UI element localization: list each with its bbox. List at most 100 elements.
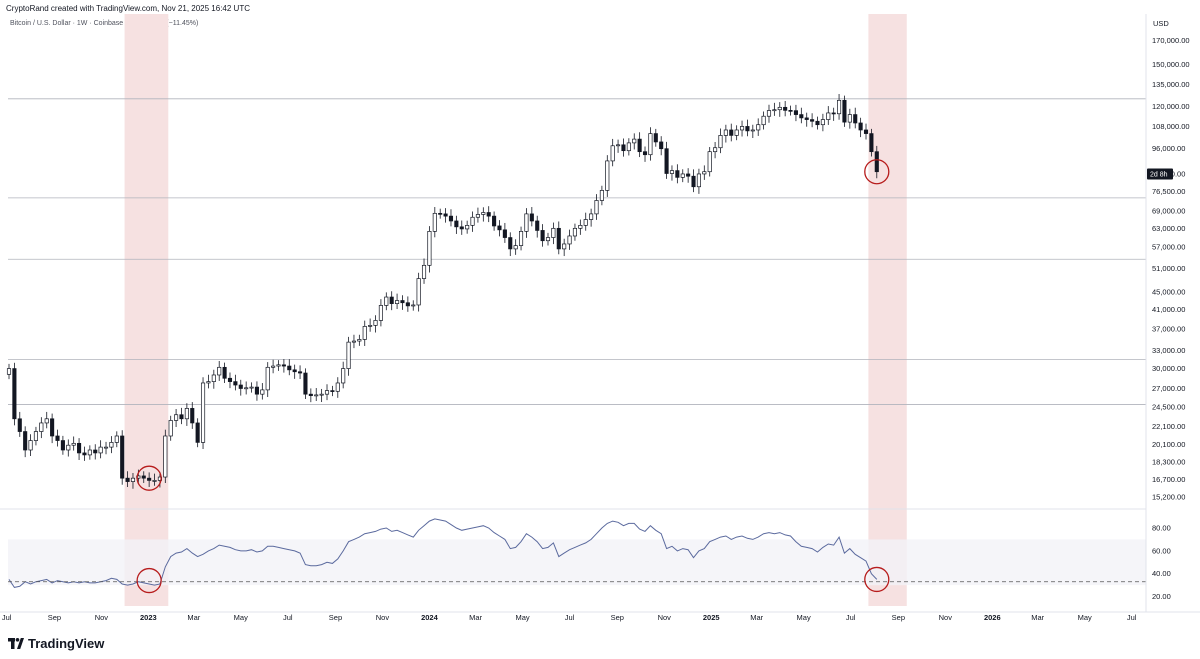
candle-body	[470, 216, 475, 226]
candle	[200, 377, 206, 449]
candle	[518, 226, 524, 251]
candle	[777, 102, 782, 117]
candle	[502, 222, 507, 243]
candle-body	[330, 390, 335, 392]
candle	[599, 185, 604, 206]
candle-body	[831, 112, 836, 115]
candle	[535, 215, 540, 238]
candle-body	[120, 435, 125, 479]
candle-body	[227, 377, 233, 382]
highlight-zone-0	[124, 14, 169, 606]
candle	[238, 379, 243, 396]
candle-body	[486, 212, 491, 217]
time-tick-label: Jul	[565, 613, 575, 622]
candle	[686, 168, 691, 183]
candle	[281, 359, 286, 373]
candle-body	[211, 374, 216, 382]
time-tick-label: Jul	[283, 613, 293, 622]
candle	[335, 377, 340, 398]
candle	[254, 381, 259, 401]
countdown-badge	[1147, 168, 1173, 180]
candle	[842, 95, 847, 127]
candle-body	[475, 214, 480, 218]
candle-body	[842, 99, 847, 123]
candle	[66, 439, 71, 457]
candle	[346, 336, 351, 376]
footer-brand-text: TradingView	[28, 636, 105, 651]
candle	[152, 473, 157, 486]
candle	[529, 207, 534, 227]
highlight-zones	[124, 14, 907, 606]
candle-body	[109, 442, 114, 448]
circle-marker-0	[136, 465, 162, 491]
candle-body	[648, 133, 653, 156]
candle	[6, 363, 12, 380]
candle	[120, 430, 125, 485]
candle-body	[206, 381, 211, 384]
price-tick-label: 57,000.00	[1152, 243, 1185, 252]
time-tick-label: Mar	[187, 613, 200, 622]
candle-body	[265, 366, 270, 391]
candle	[147, 472, 152, 487]
candle-body	[605, 160, 610, 191]
candle	[60, 435, 65, 455]
candle	[804, 112, 809, 127]
time-tick-label: May	[1078, 613, 1092, 622]
candle-body	[465, 225, 470, 230]
candle	[691, 169, 696, 193]
candle	[249, 382, 254, 393]
candle	[626, 138, 631, 156]
candle-body	[734, 129, 739, 136]
candle	[303, 368, 308, 399]
candle-body	[238, 384, 243, 389]
candle	[723, 124, 728, 143]
candle-body	[244, 387, 249, 390]
candle	[481, 207, 486, 222]
candle	[572, 223, 578, 241]
candle-body	[756, 124, 761, 131]
candle	[718, 128, 723, 154]
candle-body	[389, 296, 394, 304]
candle	[729, 123, 734, 142]
time-tick-label: Jul	[846, 613, 856, 622]
candle	[826, 106, 831, 125]
candle-body	[427, 231, 432, 266]
price-tick-label: 22,100.00	[1152, 422, 1185, 431]
candle-body	[98, 446, 103, 454]
candle-body	[594, 200, 599, 215]
candle	[653, 128, 658, 147]
candle	[163, 429, 168, 484]
candle	[497, 220, 502, 237]
candle	[605, 155, 610, 197]
time-tick-label: 2024	[421, 613, 439, 622]
candle-body	[384, 296, 389, 306]
candle	[583, 212, 588, 231]
candle	[443, 208, 448, 223]
time-tick-label: Sep	[48, 613, 61, 622]
candle-body	[556, 227, 561, 250]
candle-body	[443, 213, 448, 217]
candle-body	[421, 264, 427, 279]
candle	[233, 374, 238, 391]
candle-body	[750, 129, 755, 132]
candle-body	[287, 365, 292, 371]
candle-body	[853, 114, 858, 124]
candle-body	[6, 368, 12, 375]
candle-body	[669, 170, 675, 174]
highlight-zone-1	[868, 14, 907, 606]
candle-body	[141, 475, 146, 479]
candle-body	[163, 435, 168, 478]
time-tick-label: Mar	[750, 613, 763, 622]
price-tick-label: 45,000.00	[1152, 287, 1185, 296]
candle	[799, 107, 804, 124]
candle	[847, 108, 852, 129]
candle	[492, 211, 497, 231]
time-tick-label: May	[516, 613, 530, 622]
candle	[459, 220, 464, 235]
candle	[389, 291, 394, 311]
candle	[756, 118, 761, 136]
candle-body	[713, 147, 718, 153]
candle-body	[93, 449, 98, 454]
candle-body	[174, 414, 179, 421]
